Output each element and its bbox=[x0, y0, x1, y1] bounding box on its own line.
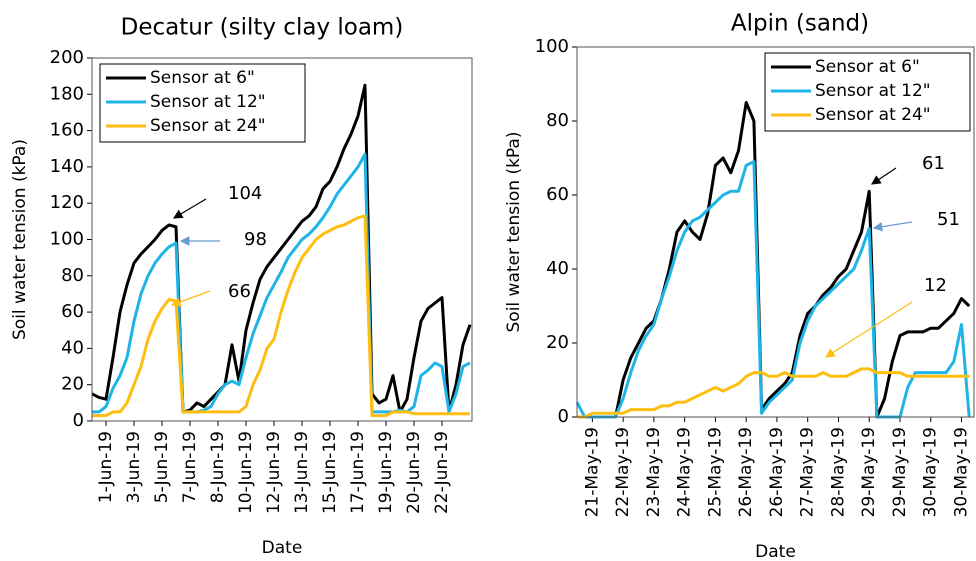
y-tick-label: 60 bbox=[546, 184, 569, 205]
y-tick-label: 100 bbox=[535, 36, 569, 57]
series-line bbox=[91, 83, 472, 414]
x-tick-label: 30-May-19 bbox=[952, 427, 972, 517]
series-line bbox=[92, 152, 471, 414]
x-axis-label: Date bbox=[262, 538, 303, 558]
x-tick-label: 23-May-19 bbox=[644, 427, 664, 517]
y-tick-label: 100 bbox=[50, 229, 84, 250]
x-tick-label: 1-Jun-19 bbox=[96, 431, 116, 503]
y-axis-label: Soil water tension (kPa) bbox=[10, 139, 30, 340]
annotation: 12 bbox=[924, 275, 947, 296]
y-tick-label: 40 bbox=[546, 258, 569, 279]
y-tick-label: 80 bbox=[61, 265, 84, 286]
x-axis-label: Date bbox=[755, 542, 796, 561]
legend-label: Sensor at 6" bbox=[815, 57, 920, 77]
y-tick-label: 20 bbox=[61, 374, 84, 395]
annotation: 98 bbox=[244, 229, 267, 250]
annotation: 104 bbox=[228, 183, 262, 204]
annotation-arrow bbox=[824, 301, 913, 358]
y-axis-label: Soil water tension (kPa) bbox=[504, 132, 524, 333]
series-line bbox=[92, 214, 470, 418]
annotation-arrow bbox=[872, 221, 913, 232]
y-tick-label: 20 bbox=[546, 332, 569, 353]
x-tick-label: 25-May-19 bbox=[705, 427, 725, 517]
y-tick-label: 40 bbox=[61, 337, 84, 358]
x-tick-label: 30-May-19 bbox=[921, 427, 941, 517]
x-tick-label: 15-Jun-19 bbox=[320, 431, 340, 514]
y-tick-label: 180 bbox=[50, 83, 84, 104]
annotation: 51 bbox=[937, 209, 960, 230]
y-tick-label: 0 bbox=[73, 410, 84, 431]
y-tick-label: 0 bbox=[558, 406, 569, 427]
y-tick-label: 120 bbox=[50, 192, 84, 213]
legend-label: Sensor at 12" bbox=[150, 92, 266, 112]
x-tick-label: 22-Jun-19 bbox=[432, 431, 452, 514]
legend-label: Sensor at 12" bbox=[815, 81, 931, 101]
x-tick-label: 20-Jun-19 bbox=[404, 431, 424, 514]
series-line bbox=[575, 160, 971, 419]
x-tick-label: 13-Jun-19 bbox=[292, 431, 312, 514]
y-tick-label: 60 bbox=[61, 301, 84, 322]
annotation: 66 bbox=[228, 281, 251, 302]
x-tick-label: 21-May-19 bbox=[582, 427, 602, 517]
y-tick-label: 160 bbox=[50, 120, 84, 141]
x-tick-label: 27-May-19 bbox=[798, 427, 818, 517]
x-tick-label: 26-May-19 bbox=[767, 427, 787, 517]
legend-label: Sensor at 24" bbox=[150, 116, 266, 136]
x-tick-label: 12-Jun-19 bbox=[264, 431, 284, 514]
x-tick-label: 28-May-19 bbox=[828, 427, 848, 517]
x-tick-label: 29-May-19 bbox=[890, 427, 910, 517]
x-tick-label: 7-Jun-19 bbox=[180, 431, 200, 503]
x-tick-label: 29-May-19 bbox=[859, 427, 879, 517]
chart-title: Decatur (silty clay loam) bbox=[121, 15, 404, 41]
x-tick-label: 19-Jun-19 bbox=[376, 431, 396, 514]
y-tick-label: 140 bbox=[50, 156, 84, 177]
x-tick-label: 24-May-19 bbox=[675, 427, 695, 517]
y-tick-label: 80 bbox=[546, 110, 569, 131]
annotation-arrow bbox=[871, 167, 897, 185]
plot-frame bbox=[576, 46, 975, 418]
annotation-arrow bbox=[170, 290, 211, 307]
series-line bbox=[577, 101, 971, 419]
x-tick-label: 10-Jun-19 bbox=[236, 431, 256, 514]
legend-label: Sensor at 24" bbox=[815, 105, 931, 125]
x-tick-label: 26-May-19 bbox=[736, 427, 756, 517]
x-tick-label: 3-Jun-19 bbox=[124, 431, 144, 503]
x-tick-label: 5-Jun-19 bbox=[152, 431, 172, 503]
legend-label: Sensor at 6" bbox=[150, 68, 255, 88]
x-tick-label: 22-May-19 bbox=[613, 427, 633, 517]
annotation-arrow bbox=[172, 198, 207, 219]
chart-title: Alpin (sand) bbox=[731, 11, 869, 37]
annotation: 61 bbox=[922, 153, 945, 174]
x-tick-label: 17-Jun-19 bbox=[348, 431, 368, 514]
x-tick-label: 8-Jun-19 bbox=[208, 431, 228, 503]
series-line bbox=[577, 367, 970, 419]
plot-frame bbox=[91, 57, 473, 422]
y-tick-label: 200 bbox=[50, 47, 84, 68]
